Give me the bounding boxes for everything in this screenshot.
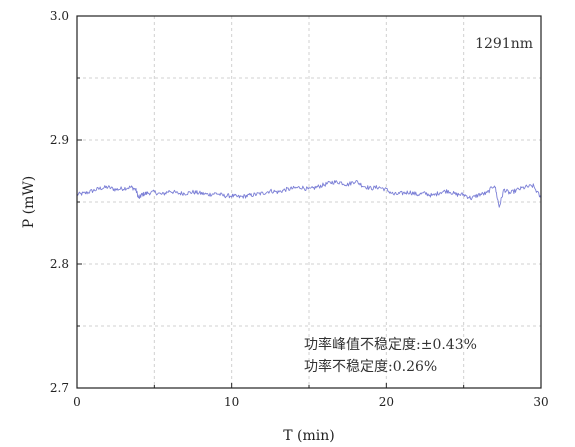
x-tick-label: 30 bbox=[533, 395, 548, 409]
grid bbox=[77, 16, 541, 388]
y-tick-label: 2.7 bbox=[50, 381, 69, 395]
y-tick-label: 2.9 bbox=[50, 133, 69, 147]
power-series-line bbox=[76, 180, 542, 208]
series-layer bbox=[76, 180, 542, 208]
tick-labels: 0 10 20 30 2.7 2.8 2.9 3.0 bbox=[50, 9, 549, 409]
x-axis-title: T (min) bbox=[283, 428, 334, 444]
ticks bbox=[76, 15, 542, 389]
y-axis-title: P (mW) bbox=[21, 176, 37, 228]
x-tick-label: 10 bbox=[224, 395, 239, 409]
wavelength-label: 1291nm bbox=[475, 36, 533, 52]
x-tick-label: 20 bbox=[379, 395, 394, 409]
peak-instability-label: 功率峰值不稳定度:±0.43% bbox=[304, 336, 477, 353]
instability-label: 功率不稳定度:0.26% bbox=[304, 358, 437, 375]
y-tick-label: 3.0 bbox=[50, 9, 69, 23]
y-tick-label: 2.8 bbox=[50, 257, 69, 271]
x-tick-label: 0 bbox=[73, 395, 81, 409]
